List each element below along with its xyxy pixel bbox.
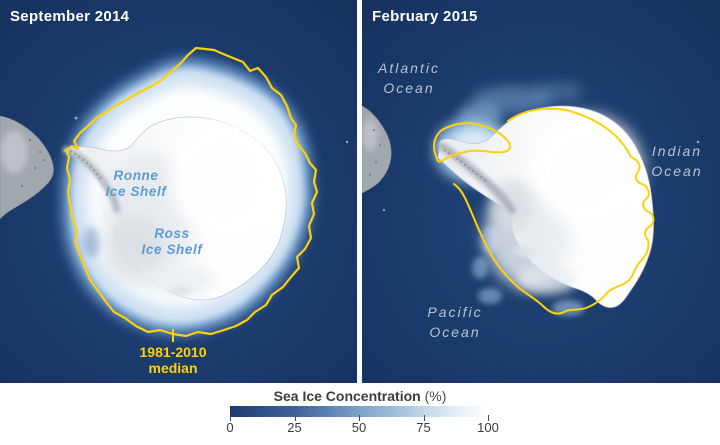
label-indian-line1: Indian xyxy=(651,143,703,159)
median-annotation-line2: median xyxy=(148,360,198,376)
february-map-canvas xyxy=(362,0,720,383)
antarctica-continent xyxy=(62,116,287,301)
colorbar-gradient xyxy=(230,406,488,417)
tick-mark-100 xyxy=(488,415,489,421)
tick-label-25: 25 xyxy=(287,420,302,435)
september-map-canvas xyxy=(0,0,357,383)
tick-label-75: 75 xyxy=(416,420,431,435)
antarctic-peninsula-ridge xyxy=(62,146,121,214)
label-ronne-ice-shelf: Ronne Ice Shelf xyxy=(106,168,167,200)
tick-label-0: 0 xyxy=(226,420,234,435)
colorbar-ticks: 0 25 50 75 100 xyxy=(226,383,499,445)
label-ronne-line1: Ronne xyxy=(113,168,159,183)
map-pair: September 2014 Ronne Ice Shelf Ross Ice … xyxy=(0,0,720,383)
median-extent-line xyxy=(433,107,655,315)
south-america-tip xyxy=(362,105,392,194)
small-islands xyxy=(382,140,700,212)
median-annotation: 1981-2010 median xyxy=(140,344,207,376)
panel-february-2015: February 2015 Atlantic Ocean Indian Ocea… xyxy=(362,0,720,383)
label-pacific-ocean: Pacific Ocean xyxy=(427,302,482,342)
small-islands xyxy=(74,79,349,144)
label-atlantic-line2: Ocean xyxy=(383,80,435,96)
map-title-september: September 2014 xyxy=(10,8,130,25)
antarctic-peninsula-ridge xyxy=(437,142,516,214)
south-america-tip xyxy=(0,115,54,220)
median-annotation-leader xyxy=(172,329,174,342)
legend: Sea Ice Concentration (%) 0 25 50 75 100 xyxy=(0,383,720,445)
median-annotation-line1: 1981-2010 xyxy=(139,344,207,360)
panel-divider xyxy=(357,0,362,383)
label-atlantic-line1: Atlantic xyxy=(378,60,440,76)
tick-mark-75 xyxy=(423,415,425,421)
legend-unit: (%) xyxy=(424,388,447,404)
legend-title: Sea Ice Concentration (%) xyxy=(0,388,720,404)
label-ronne-line2: Ice Shelf xyxy=(105,184,167,199)
tick-mark-50 xyxy=(359,415,360,421)
tick-label-100: 100 xyxy=(477,420,499,435)
label-pacific-line2: Ocean xyxy=(429,324,481,340)
legend-title-text: Sea Ice Concentration xyxy=(273,388,421,404)
tick-label-50: 50 xyxy=(351,420,367,435)
panel-september-2014: September 2014 Ronne Ice Shelf Ross Ice … xyxy=(0,0,357,383)
label-pacific-line1: Pacific xyxy=(427,304,483,320)
label-ross-ice-shelf: Ross Ice Shelf xyxy=(142,226,203,258)
label-indian-line2: Ocean xyxy=(651,163,703,179)
map-title-february: February 2015 xyxy=(372,8,478,25)
label-ross-line1: Ross xyxy=(154,226,190,241)
tick-mark-25 xyxy=(294,415,296,421)
scattered-sea-ice xyxy=(458,82,584,126)
tick-mark-0 xyxy=(230,415,231,421)
median-extent-line xyxy=(64,46,319,338)
label-indian-ocean: Indian Ocean xyxy=(651,141,702,181)
antarctica-continent xyxy=(437,105,654,308)
label-atlantic-ocean: Atlantic Ocean xyxy=(378,58,440,98)
label-ross-line2: Ice Shelf xyxy=(141,242,203,257)
